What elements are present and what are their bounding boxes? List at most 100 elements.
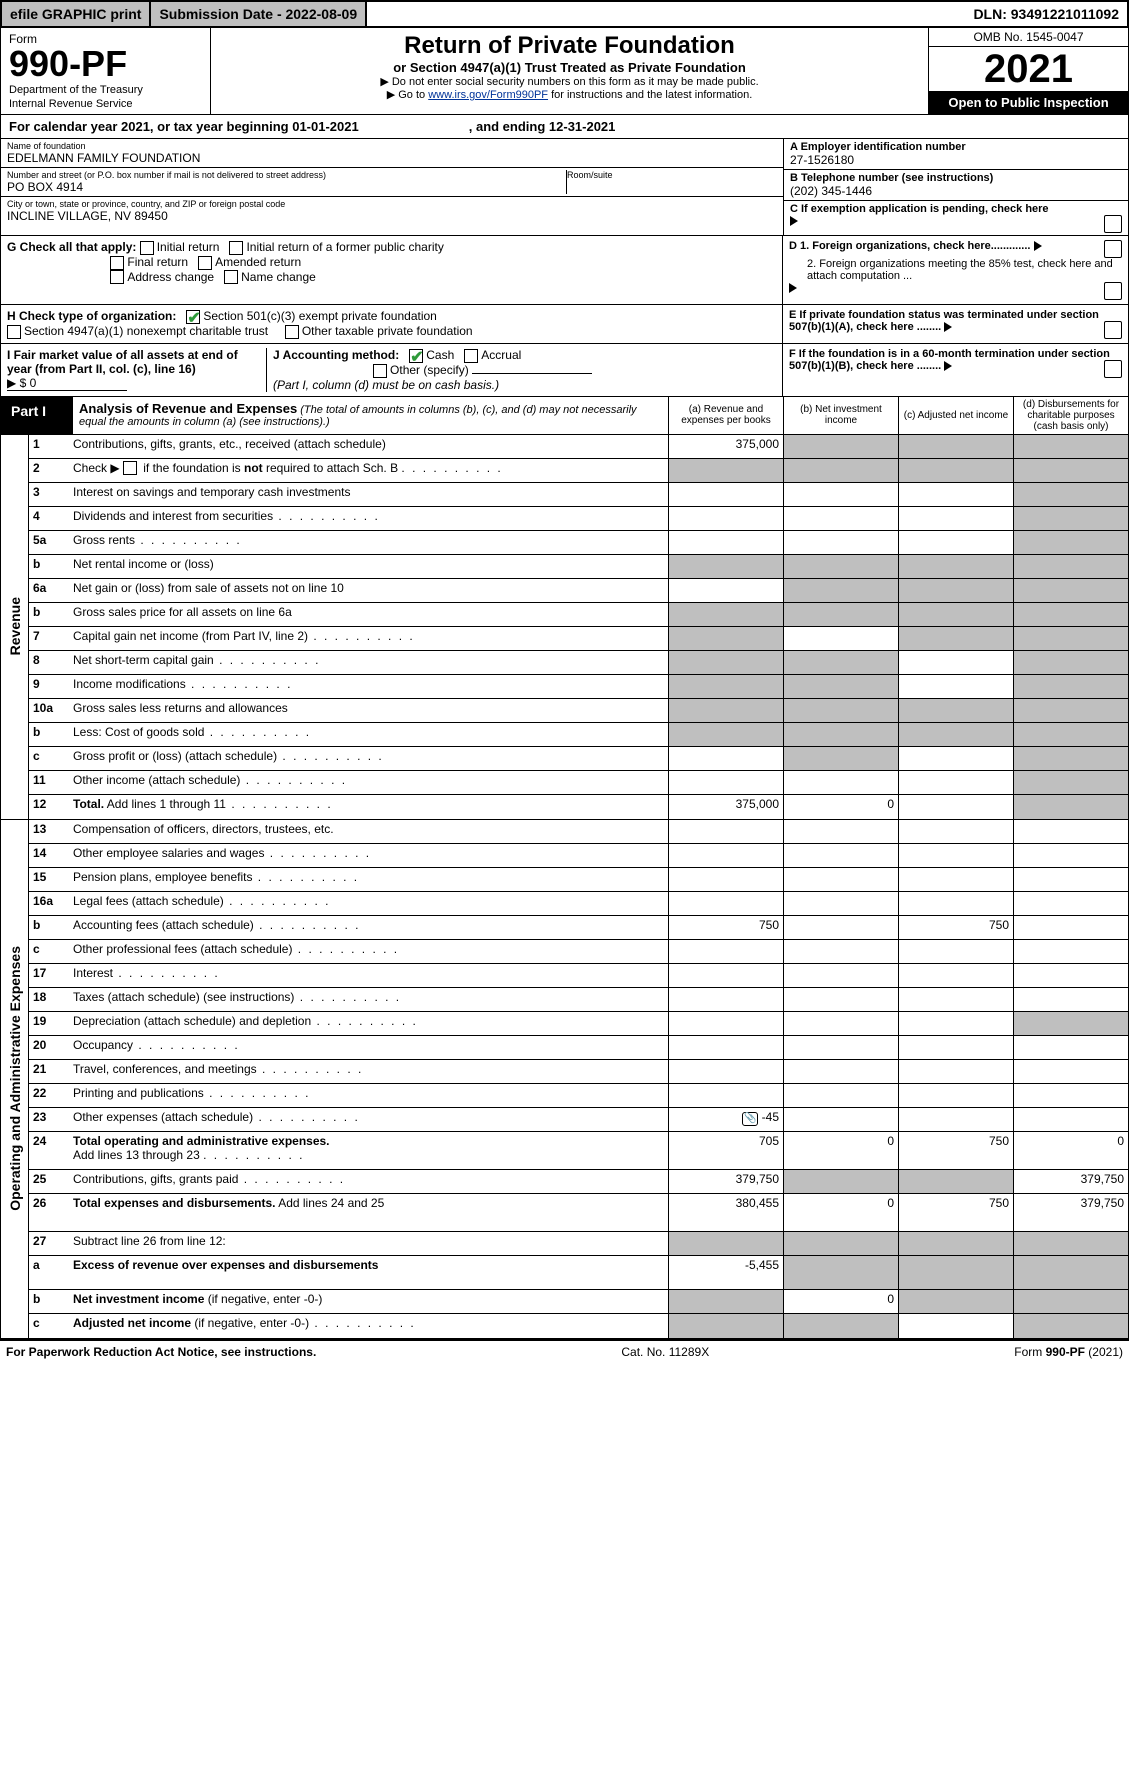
amt-b bbox=[783, 988, 898, 1011]
table-row: 14Other employee salaries and wages bbox=[29, 844, 1128, 868]
amt-a bbox=[668, 1314, 783, 1338]
j-label: J Accounting method: bbox=[273, 348, 399, 362]
address-change-checkbox[interactable] bbox=[110, 270, 124, 284]
amt-a: 380,455 bbox=[668, 1194, 783, 1231]
amt-d bbox=[1013, 579, 1128, 602]
accrual-checkbox[interactable] bbox=[464, 349, 478, 363]
arrow-icon bbox=[1034, 241, 1042, 251]
amt-a bbox=[668, 1084, 783, 1107]
row-desc: Net rental income or (loss) bbox=[69, 555, 668, 578]
row-num: 9 bbox=[29, 675, 69, 698]
entity-right: A Employer identification number 27-1526… bbox=[783, 139, 1128, 235]
table-row: 7Capital gain net income (from Part IV, … bbox=[29, 627, 1128, 651]
h-block: H Check type of organization: Section 50… bbox=[1, 305, 783, 343]
d2-checkbox[interactable] bbox=[1104, 282, 1122, 300]
other-method-label: Other (specify) bbox=[390, 363, 469, 377]
revenue-label: Revenue bbox=[7, 597, 23, 655]
g-d-row: G Check all that apply: Initial return I… bbox=[0, 236, 1129, 305]
c-label: C If exemption application is pending, c… bbox=[790, 203, 1049, 215]
sch-b-checkbox[interactable] bbox=[123, 461, 137, 475]
row-num: b bbox=[29, 555, 69, 578]
table-row: 22Printing and publications bbox=[29, 1084, 1128, 1108]
form-subtitle: or Section 4947(a)(1) Trust Treated as P… bbox=[219, 60, 920, 75]
table-row: 20Occupancy bbox=[29, 1036, 1128, 1060]
amt-a: 750 bbox=[668, 916, 783, 939]
part1-desc: Analysis of Revenue and Expenses (The to… bbox=[73, 397, 668, 434]
row-num: 22 bbox=[29, 1084, 69, 1107]
expenses-rows: 13Compensation of officers, directors, t… bbox=[29, 820, 1128, 1338]
amt-d bbox=[1013, 988, 1128, 1011]
final-return-checkbox[interactable] bbox=[110, 256, 124, 270]
amt-a: 375,000 bbox=[668, 795, 783, 819]
amt-c bbox=[898, 747, 1013, 770]
row-num: c bbox=[29, 940, 69, 963]
row-num: 18 bbox=[29, 988, 69, 1011]
row-desc: Compensation of officers, directors, tru… bbox=[69, 820, 668, 843]
attachment-icon[interactable]: 📎 bbox=[742, 1112, 758, 1126]
table-row: 19Depreciation (attach schedule) and dep… bbox=[29, 1012, 1128, 1036]
amended-return-checkbox[interactable] bbox=[198, 256, 212, 270]
other-method-checkbox[interactable] bbox=[373, 364, 387, 378]
row-num: 25 bbox=[29, 1170, 69, 1193]
efile-print-button[interactable]: efile GRAPHIC print bbox=[2, 2, 151, 26]
amt-d bbox=[1013, 459, 1128, 482]
c-checkbox[interactable] bbox=[1104, 215, 1122, 233]
row-num: b bbox=[29, 916, 69, 939]
table-row: 3Interest on savings and temporary cash … bbox=[29, 483, 1128, 507]
amt-a bbox=[668, 555, 783, 578]
row-desc: Net gain or (loss) from sale of assets n… bbox=[69, 579, 668, 602]
4947a1-checkbox[interactable] bbox=[7, 325, 21, 339]
irs-label: Internal Revenue Service bbox=[9, 98, 202, 110]
501c3-checkbox[interactable] bbox=[186, 310, 200, 324]
amt-d: 379,750 bbox=[1013, 1170, 1128, 1193]
form-ref: Form 990-PF (2021) bbox=[1014, 1345, 1123, 1359]
other-method-line bbox=[472, 373, 592, 374]
i-block: I Fair market value of all assets at end… bbox=[7, 348, 267, 392]
row-desc: Less: Cost of goods sold bbox=[69, 723, 668, 746]
g-label: G Check all that apply: bbox=[7, 240, 136, 254]
row-num: 5a bbox=[29, 531, 69, 554]
arrow-icon bbox=[944, 361, 952, 371]
amt-d bbox=[1013, 1290, 1128, 1313]
initial-return-checkbox[interactable] bbox=[140, 241, 154, 255]
name-change-checkbox[interactable] bbox=[224, 270, 238, 284]
amt-c bbox=[898, 1084, 1013, 1107]
revenue-rows: 1Contributions, gifts, grants, etc., rec… bbox=[29, 435, 1128, 819]
omb-number: OMB No. 1545-0047 bbox=[929, 28, 1128, 47]
amt-b bbox=[783, 1060, 898, 1083]
amt-b bbox=[783, 675, 898, 698]
amt-a: 379,750 bbox=[668, 1170, 783, 1193]
f-checkbox[interactable] bbox=[1104, 360, 1122, 378]
d1-checkbox[interactable] bbox=[1104, 240, 1122, 258]
amt-b bbox=[783, 435, 898, 458]
irs-link[interactable]: www.irs.gov/Form990PF bbox=[428, 89, 548, 101]
entity-info-grid: Name of foundation EDELMANN FAMILY FOUND… bbox=[0, 139, 1129, 236]
amt-b: 0 bbox=[783, 795, 898, 819]
row-desc: Adjusted net income (if negative, enter … bbox=[69, 1314, 668, 1338]
table-row: 2Check ▶ if the foundation is not requir… bbox=[29, 459, 1128, 483]
instr-prefix: ▶ Go to bbox=[387, 89, 428, 101]
col-c-header: (c) Adjusted net income bbox=[898, 397, 1013, 434]
amt-a bbox=[668, 747, 783, 770]
row-num: a bbox=[29, 1256, 69, 1289]
name-change-label: Name change bbox=[241, 270, 316, 284]
row-desc: Other professional fees (attach schedule… bbox=[69, 940, 668, 963]
other-taxable-checkbox[interactable] bbox=[285, 325, 299, 339]
cash-checkbox[interactable] bbox=[409, 349, 423, 363]
amt-b bbox=[783, 868, 898, 891]
h-label: H Check type of organization: bbox=[7, 309, 176, 323]
amt-c bbox=[898, 675, 1013, 698]
row-desc: Taxes (attach schedule) (see instruction… bbox=[69, 988, 668, 1011]
e-checkbox[interactable] bbox=[1104, 321, 1122, 339]
amt-a bbox=[668, 1290, 783, 1313]
amt-c: 750 bbox=[898, 916, 1013, 939]
row-desc: Subtract line 26 from line 12: bbox=[69, 1232, 668, 1255]
initial-former-checkbox[interactable] bbox=[229, 241, 243, 255]
amt-a bbox=[668, 603, 783, 626]
4947a1-label: Section 4947(a)(1) nonexempt charitable … bbox=[24, 324, 268, 338]
amt-d bbox=[1013, 940, 1128, 963]
i-value: ▶ $ 0 bbox=[7, 376, 127, 391]
dept-treasury: Department of the Treasury bbox=[9, 84, 202, 96]
amt-c bbox=[898, 940, 1013, 963]
row-num: 27 bbox=[29, 1232, 69, 1255]
